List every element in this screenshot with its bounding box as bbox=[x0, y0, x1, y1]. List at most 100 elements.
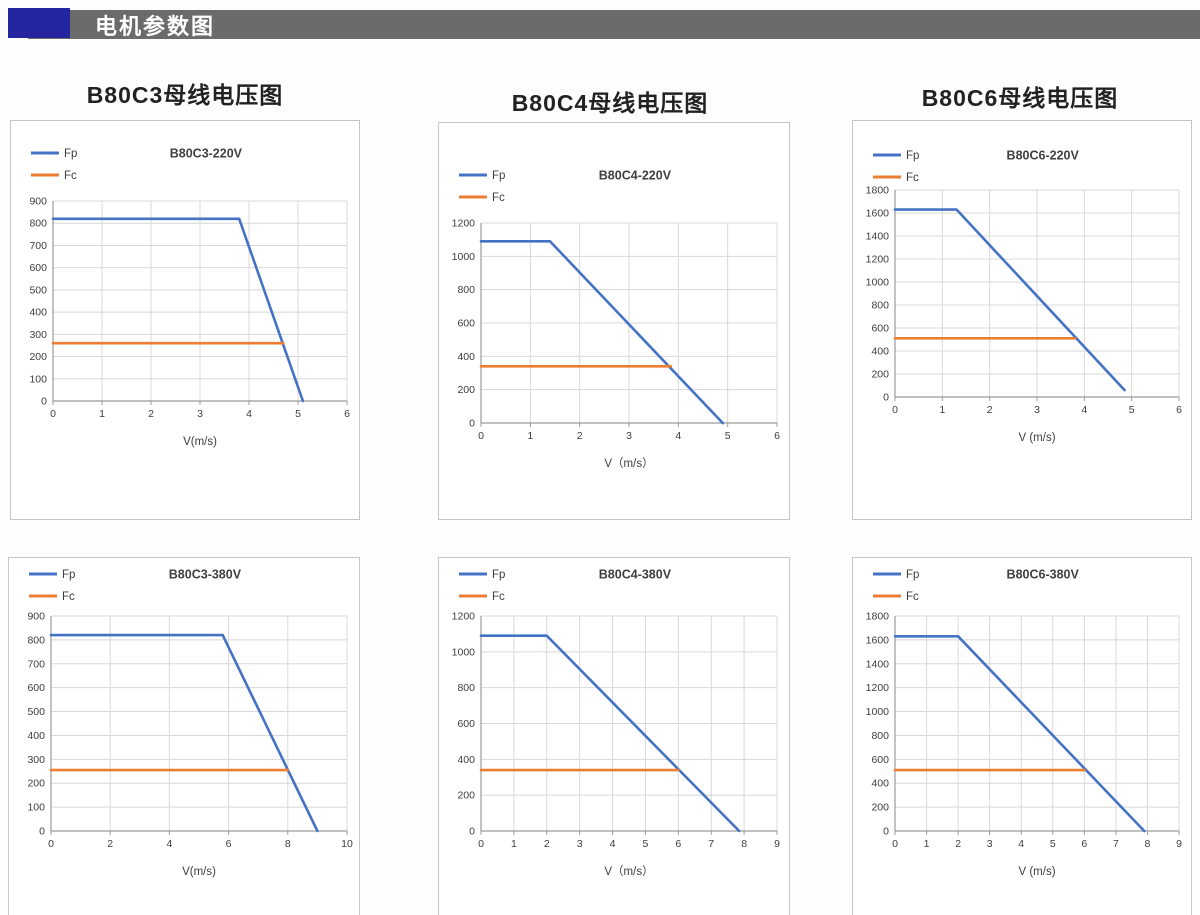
section-header-accent bbox=[8, 8, 70, 38]
svg-text:8: 8 bbox=[741, 838, 747, 850]
fp-line bbox=[893, 635, 1146, 833]
svg-text:5: 5 bbox=[643, 838, 649, 850]
svg-text:300: 300 bbox=[29, 329, 47, 341]
svg-text:Fc: Fc bbox=[906, 172, 919, 184]
gridlines bbox=[895, 615, 1180, 831]
svg-text:900: 900 bbox=[27, 611, 45, 623]
svg-text:2: 2 bbox=[544, 838, 550, 850]
svg-text:800: 800 bbox=[457, 284, 475, 296]
chart-b80c4-220v: 0 200 400 600 800 1000 1200 0 1 2 3 4 5 6 V（m/s） Fp Fc B8… bbox=[438, 122, 790, 520]
svg-text:400: 400 bbox=[457, 351, 475, 363]
chart-canvas: 0 200 400 600 800 1000 1200 0 1 2 3 4 5 6 V（m/s） Fp Fc B8… bbox=[452, 169, 780, 471]
svg-text:9: 9 bbox=[774, 838, 780, 850]
chart-canvas: 0 200 400 600 800 1000 1200 0 1 2 3 4 5 6 7 8 9 V（m/s） Fp F… bbox=[452, 568, 780, 879]
chart-canvas: 0 100 200 300 400 500 600 700 800 900 0 1 2 3 4 5 6 V(m/s… bbox=[29, 147, 350, 449]
svg-text:1600: 1600 bbox=[866, 208, 890, 220]
gridlines bbox=[895, 189, 1180, 397]
svg-text:1400: 1400 bbox=[866, 658, 890, 670]
svg-text:1: 1 bbox=[527, 430, 533, 442]
svg-text:1000: 1000 bbox=[452, 646, 476, 658]
chart-b80c4-380v: 0 200 400 600 800 1000 1200 0 1 2 3 4 5 6 7 8 9 V（m/s） Fp F… bbox=[438, 557, 790, 915]
column-title-b80c3: B80C3母线电压图 bbox=[86, 82, 284, 108]
x-axis-ticks: 0 1 2 3 4 5 6 bbox=[478, 430, 780, 442]
svg-text:3: 3 bbox=[626, 430, 632, 442]
svg-text:700: 700 bbox=[27, 658, 45, 670]
chart-title: B80C6-220V bbox=[1007, 149, 1080, 163]
svg-text:6: 6 bbox=[774, 430, 780, 442]
svg-text:1: 1 bbox=[924, 838, 930, 850]
chart-title: B80C4-380V bbox=[599, 568, 672, 582]
svg-text:0: 0 bbox=[883, 826, 889, 838]
chart-canvas: 0 200 400 600 800 1000 1200 1400 1600 1800 0 1 2 3 4 5 6… bbox=[866, 149, 1182, 445]
svg-text:600: 600 bbox=[871, 754, 889, 766]
svg-text:5: 5 bbox=[725, 430, 731, 442]
x-axis-label: V(m/s) bbox=[182, 866, 216, 878]
y-axis-ticks: 0 200 400 600 800 1000 1200 bbox=[452, 611, 476, 838]
svg-text:700: 700 bbox=[29, 240, 47, 252]
svg-text:3: 3 bbox=[987, 838, 993, 850]
svg-text:6: 6 bbox=[1176, 404, 1182, 416]
svg-text:Fp: Fp bbox=[492, 170, 505, 182]
svg-text:400: 400 bbox=[27, 730, 45, 742]
svg-text:0: 0 bbox=[883, 392, 889, 404]
svg-text:1200: 1200 bbox=[866, 682, 890, 694]
svg-text:2: 2 bbox=[107, 838, 113, 850]
chart-b80c3-220v: 0 100 200 300 400 500 600 700 800 900 0 1 2 3 4 5 6 V(m/s… bbox=[10, 120, 360, 520]
svg-text:Fc: Fc bbox=[492, 192, 505, 204]
legend-fc: Fc bbox=[873, 591, 919, 603]
chart-title: B80C3-220V bbox=[170, 147, 243, 161]
axes bbox=[480, 616, 778, 835]
chart-canvas: 0 200 400 600 800 1000 1200 1400 1600 1800 0 1 2 3 4 5 6… bbox=[866, 568, 1182, 879]
svg-text:100: 100 bbox=[27, 802, 45, 814]
chart-b80c6-220v: 0 200 400 600 800 1000 1200 1400 1600 1800 0 1 2 3 4 5 6… bbox=[852, 120, 1192, 520]
gridlines bbox=[53, 200, 348, 401]
svg-text:600: 600 bbox=[27, 682, 45, 694]
svg-text:Fp: Fp bbox=[492, 569, 505, 581]
svg-text:1800: 1800 bbox=[866, 611, 890, 623]
svg-text:0: 0 bbox=[48, 838, 54, 850]
y-axis-ticks: 0 200 400 600 800 1000 1200 bbox=[452, 218, 476, 430]
y-axis-ticks: 0 100 200 300 400 500 600 700 800 900 bbox=[27, 611, 45, 838]
x-axis-ticks: 0 1 2 3 4 5 6 7 8 9 bbox=[892, 838, 1182, 850]
svg-text:5: 5 bbox=[1129, 404, 1135, 416]
y-axis-ticks: 0 200 400 600 800 1000 1200 1400 1600 1800 bbox=[866, 185, 890, 404]
svg-text:600: 600 bbox=[457, 718, 475, 730]
gridlines bbox=[51, 615, 348, 831]
svg-text:0: 0 bbox=[39, 826, 45, 838]
chart-b80c6-380v: 0 200 400 600 800 1000 1200 1400 1600 1800 0 1 2 3 4 5 6… bbox=[852, 557, 1192, 915]
svg-text:800: 800 bbox=[871, 300, 889, 312]
svg-text:500: 500 bbox=[29, 284, 47, 296]
axes bbox=[894, 616, 1180, 835]
svg-text:Fc: Fc bbox=[492, 591, 505, 603]
svg-text:9: 9 bbox=[1176, 838, 1182, 850]
svg-text:8: 8 bbox=[1145, 838, 1151, 850]
column-title-b80c6: B80C6母线电压图 bbox=[921, 85, 1119, 111]
svg-text:400: 400 bbox=[457, 754, 475, 766]
axes bbox=[480, 223, 778, 427]
legend-fp: Fp bbox=[459, 569, 505, 581]
svg-text:1200: 1200 bbox=[866, 254, 890, 266]
legend-fc: Fc bbox=[29, 591, 75, 603]
gridlines bbox=[481, 222, 778, 423]
svg-text:400: 400 bbox=[871, 778, 889, 790]
legend-fp: Fp bbox=[873, 150, 919, 162]
svg-text:1000: 1000 bbox=[866, 706, 890, 718]
svg-text:Fp: Fp bbox=[62, 569, 75, 581]
x-axis-ticks: 0 1 2 3 4 5 6 7 8 9 bbox=[478, 838, 780, 850]
svg-text:Fc: Fc bbox=[906, 591, 919, 603]
legend-fp: Fp bbox=[29, 569, 75, 581]
svg-text:Fc: Fc bbox=[62, 591, 75, 603]
fp-line bbox=[51, 217, 305, 403]
svg-text:0: 0 bbox=[478, 430, 484, 442]
section-header-bar bbox=[28, 10, 1200, 39]
svg-text:3: 3 bbox=[197, 408, 203, 420]
fp-line bbox=[49, 633, 319, 833]
svg-text:4: 4 bbox=[610, 838, 616, 850]
svg-text:1000: 1000 bbox=[452, 251, 476, 263]
svg-text:4: 4 bbox=[246, 408, 252, 420]
svg-text:1800: 1800 bbox=[866, 185, 890, 197]
svg-text:2: 2 bbox=[577, 430, 583, 442]
svg-text:3: 3 bbox=[577, 838, 583, 850]
svg-text:6: 6 bbox=[226, 838, 232, 850]
